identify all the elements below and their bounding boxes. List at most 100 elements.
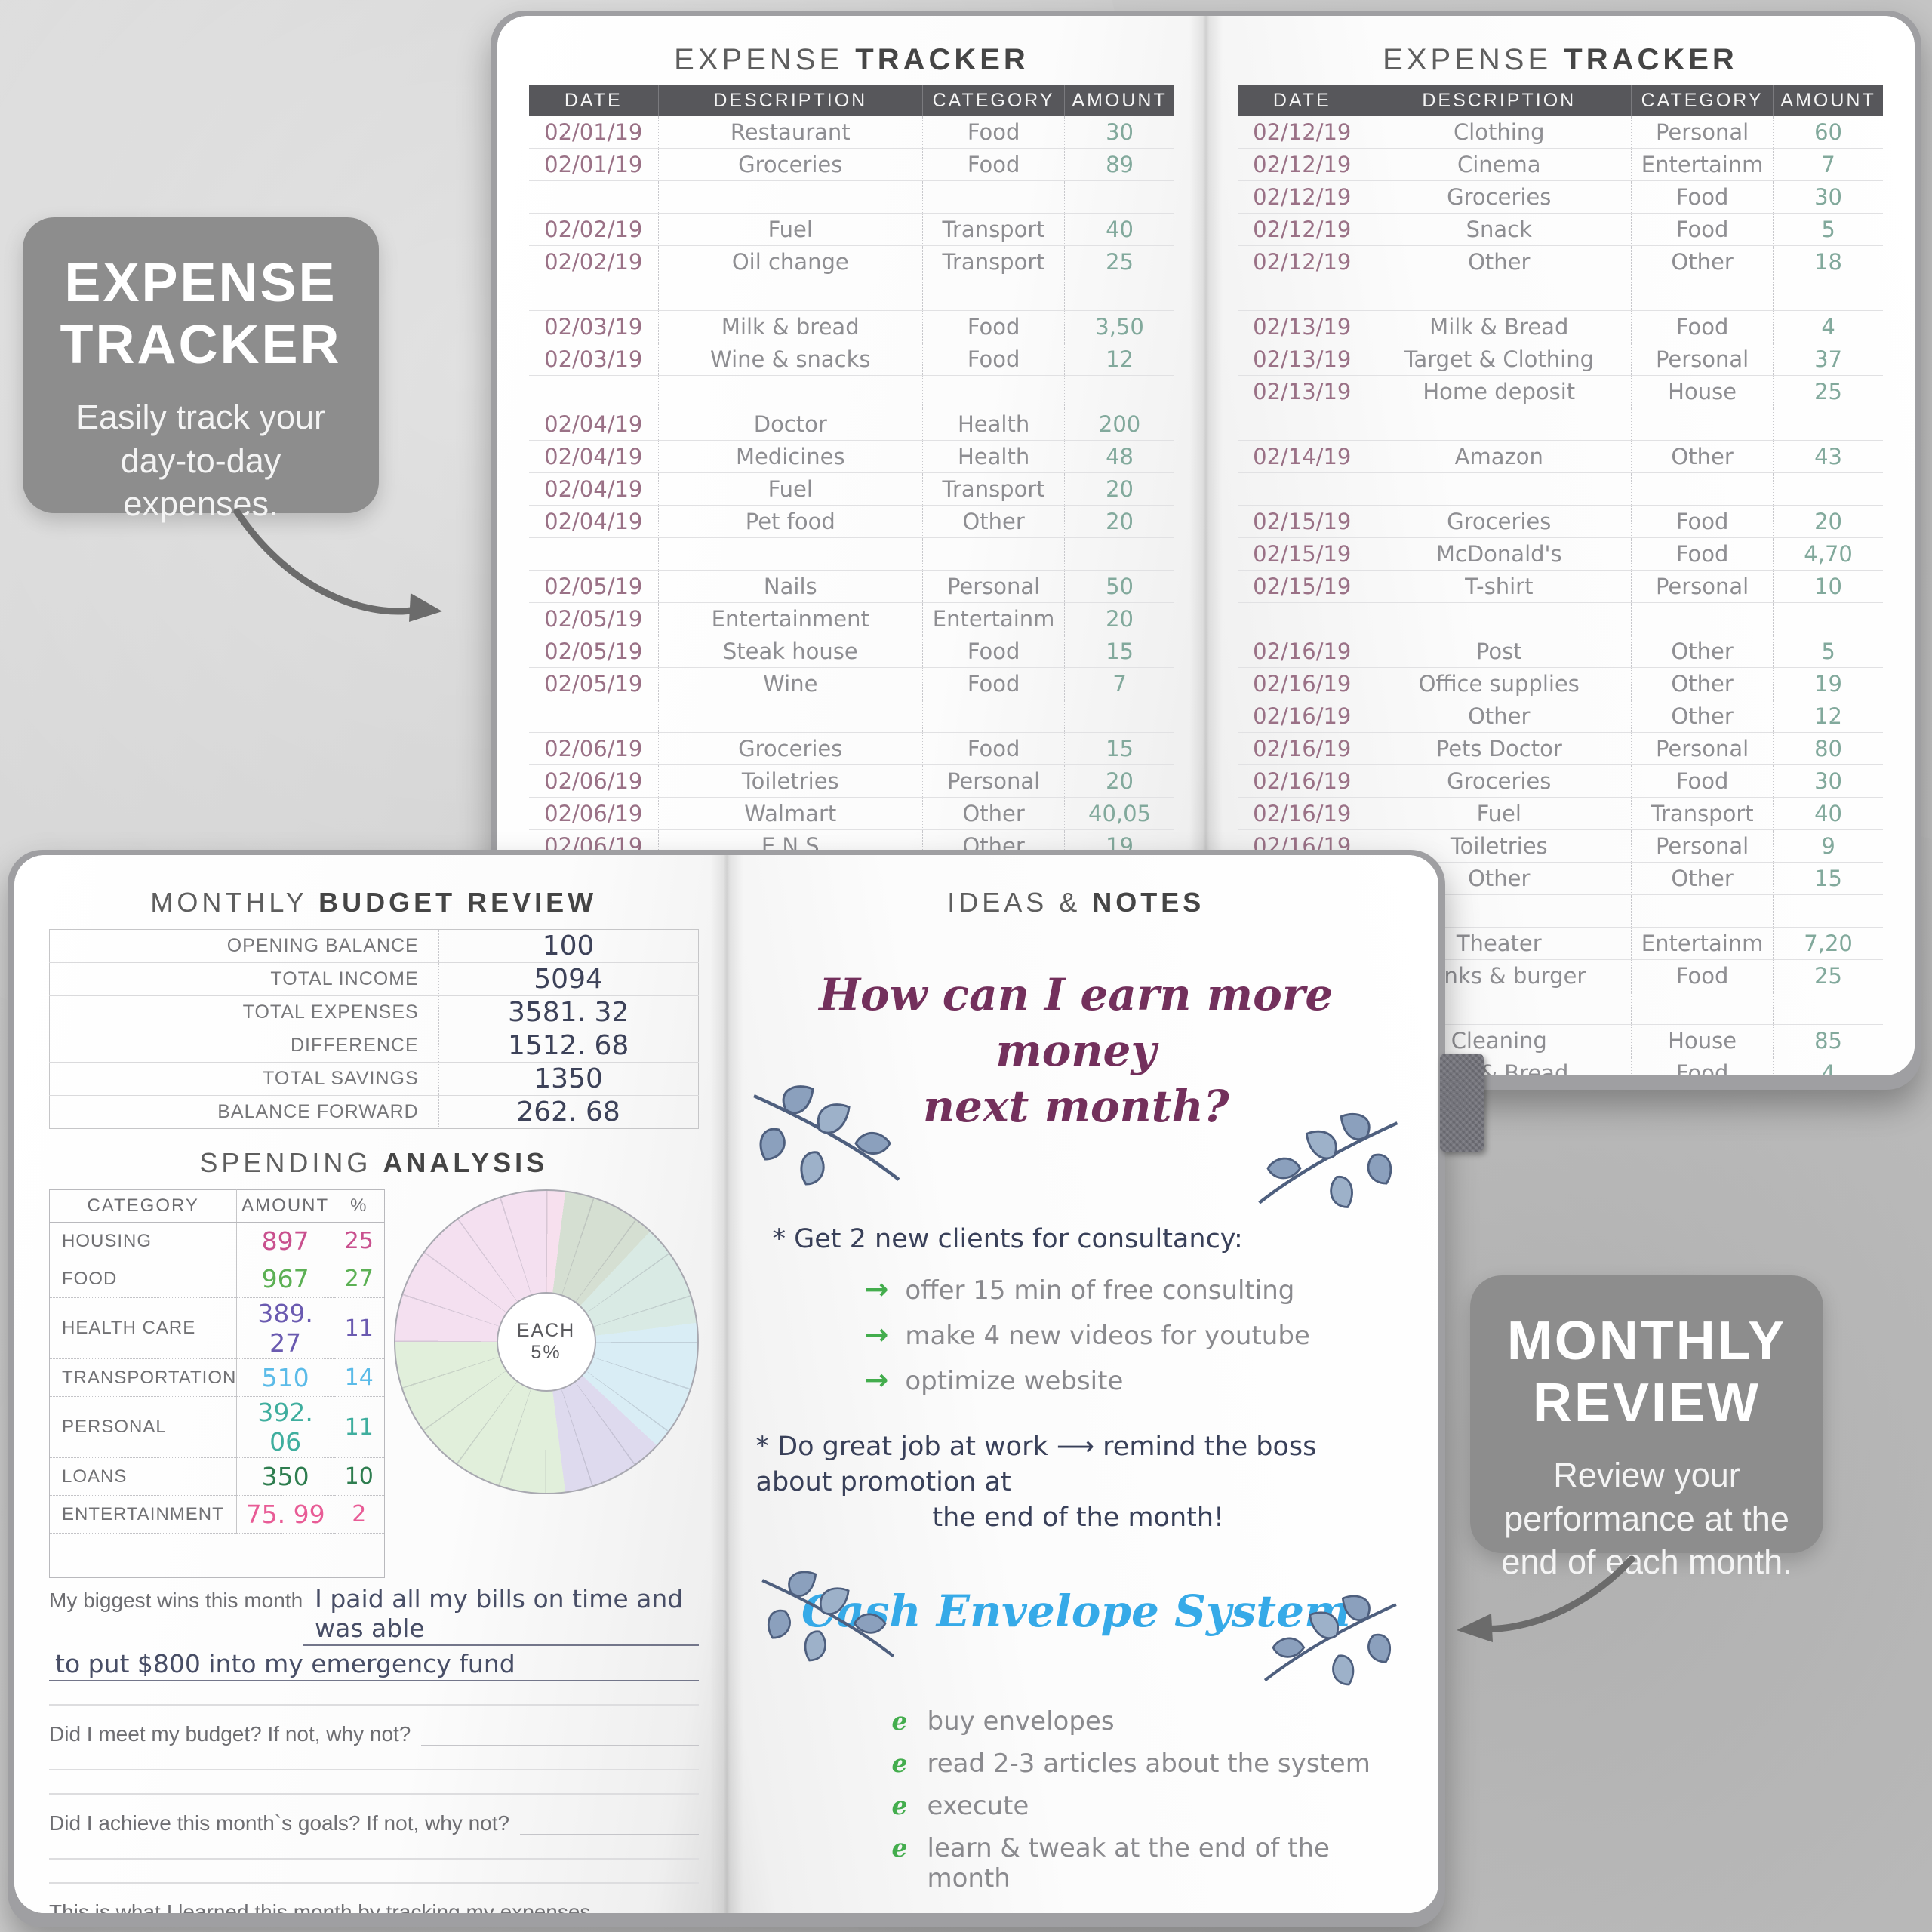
notes-goal-2-line2: the end of the month! [932,1503,1225,1534]
monthly-review-pages: MONTHLY BUDGET REVIEW OPENING BALANCE 100… [14,855,1438,1913]
amount-cell: 5 [1773,213,1883,246]
action-item: → offer 15 min of free consulting [865,1272,1401,1306]
category-cell: Other [922,505,1065,538]
budget-value: 5094 [438,962,698,996]
action-text: offer 15 min of free consulting [905,1275,1295,1306]
amount-cell: 4 [1773,1057,1883,1075]
arrow-bullet-icon: → [864,1317,889,1351]
budget-label: DIFFERENCE [49,1029,439,1063]
date-cell [529,375,658,408]
description-cell: McDonald's [1366,537,1632,571]
expense-row: 02/13/19 Target & Clothing Personal 37 [1238,343,1883,376]
column-header: CATEGORY [1631,85,1774,116]
monthly-review-notebook: MONTHLY BUDGET REVIEW OPENING BALANCE 100… [8,850,1445,1927]
review-prompt: This is what I learned this month by tra… [49,1897,699,1913]
prompt-label: Did I achieve this month`s goals? If not… [49,1811,510,1835]
category-cell: Food [1631,764,1774,798]
amount-cell: 40 [1064,213,1174,246]
ruled-line [49,1769,699,1770]
page-title-regular: MONTHLY [150,887,308,918]
checklist-item: ℯ learn & tweak at the end of the month [892,1833,1401,1894]
category-cell: Transport [1631,797,1774,830]
amount-cell: 20 [1773,505,1883,538]
description-cell [1366,278,1632,311]
notes-goal-2: * Do great job at work ⟶ remind the boss… [756,1429,1401,1537]
budget-value: 1350 [438,1062,698,1096]
expense-row: 02/16/19 Groceries Food 30 [1238,764,1883,798]
description-cell: Amazon [1366,440,1632,473]
description-cell [657,278,923,311]
empty-row [529,278,1174,311]
category-cell: Food [1631,213,1774,246]
spending-row: LOANS 350 10 [49,1457,384,1496]
page-title-bold: BUDGET REVIEW [318,887,598,918]
page-title-regular: SPENDING [199,1147,372,1178]
category-cell [922,278,1065,311]
date-cell: 02/15/19 [1238,537,1367,571]
ruled-line [49,1858,699,1860]
callout-subtitle: Review your performance at the end of ea… [1501,1456,1792,1582]
table-header-row: DATE DESCRIPTION CATEGORY AMOUNT [529,85,1174,116]
expense-row: 02/04/19 Fuel Transport 20 [529,472,1174,506]
budget-label: OPENING BALANCE [49,929,439,963]
category-cell: Other [1631,667,1774,700]
category-cell [1631,992,1774,1025]
description-cell [657,180,923,214]
biggest-wins-block: My biggest wins this month I paid all my… [49,1584,699,1681]
page-title: EXPENSE TRACKER [529,43,1174,77]
category-cell: Health [922,440,1065,473]
wins-label: My biggest wins this month [49,1589,303,1612]
category-cell: Food [922,635,1065,668]
amount-cell: 89 [1064,148,1174,181]
spending-row: ENTERTAINMENT 75. 99 2 [49,1495,384,1534]
callout-title-line1: MONTHLY [1506,1311,1787,1371]
date-cell: 02/04/19 [529,440,658,473]
amount-cell: 4,70 [1773,537,1883,571]
expense-row: 02/12/19 Other Other 18 [1238,245,1883,278]
category-cell: House [1631,1024,1774,1057]
budget-value: 1512. 68 [438,1029,698,1063]
date-cell: 02/05/19 [529,635,658,668]
description-cell: Groceries [1366,505,1632,538]
category-cell: ENTERTAINMENT [49,1495,237,1534]
description-cell: Pet food [657,505,923,538]
amount-cell [1773,894,1883,928]
category-cell: PERSONAL [49,1396,237,1458]
amount-cell: 19 [1773,667,1883,700]
date-cell: 02/16/19 [1238,635,1367,668]
amount-cell [1064,278,1174,311]
expense-row: 02/05/19 Entertainment Entertainm 20 [529,602,1174,635]
category-cell: HOUSING [49,1222,237,1260]
column-header: AMOUNT [1064,85,1174,116]
amount-cell: 200 [1064,408,1174,441]
description-cell: Groceries [657,148,923,181]
percent-cell: 25 [333,1222,384,1260]
page-title-bold: ANALYSIS [383,1147,549,1178]
date-cell: 02/05/19 [529,667,658,700]
amount-cell [1064,375,1174,408]
category-cell: Personal [922,570,1065,603]
percent-cell: 10 [333,1457,384,1496]
date-cell: 02/16/19 [1238,797,1367,830]
description-cell: Home deposit [1366,375,1632,408]
date-cell: 02/04/19 [529,472,658,506]
callout-title-line1: EXPENSE [64,253,337,313]
category-cell: Health [922,408,1065,441]
ruled-line [49,1793,699,1795]
amount-cell: 897 [236,1222,334,1260]
date-cell: 02/16/19 [1238,764,1367,798]
amount-cell [1064,700,1174,733]
date-cell [529,537,658,571]
answer-line [421,1745,699,1746]
date-cell [529,700,658,733]
spending-pie-chart: EACH 5% [393,1189,699,1494]
notes-goal-2-line1: * Do great job at work ⟶ remind the boss… [755,1431,1317,1497]
date-cell: 02/06/19 [529,797,658,830]
checklist-text: execute [927,1791,1029,1822]
table-header-row: DATE DESCRIPTION CATEGORY AMOUNT [1238,85,1883,116]
page-title-regular: EXPENSE [674,43,844,76]
expense-row: 02/15/19 Groceries Food 20 [1238,505,1883,538]
budget-value: 262. 68 [438,1095,698,1129]
description-cell: Office supplies [1366,667,1632,700]
